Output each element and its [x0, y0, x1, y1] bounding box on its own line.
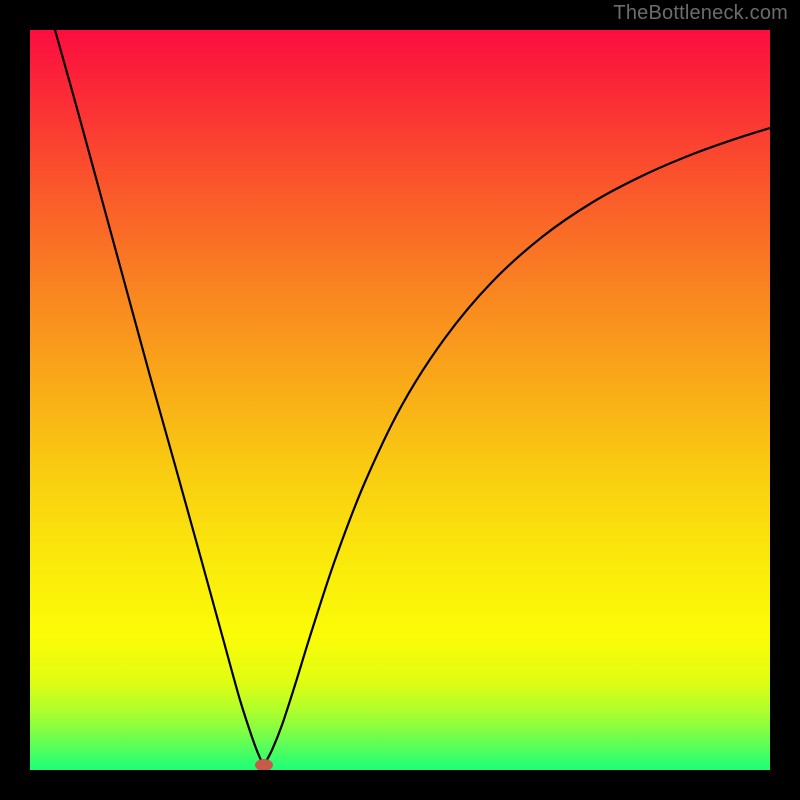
frame-right	[770, 0, 800, 800]
chart-plot-area	[30, 30, 770, 770]
watermark-text: TheBottleneck.com	[613, 2, 788, 25]
bottleneck-chart	[30, 30, 770, 770]
curve-right-branch	[264, 128, 770, 765]
frame-left	[0, 0, 30, 800]
frame-bottom	[0, 770, 800, 800]
curve-left-branch	[55, 30, 264, 765]
chart-background	[30, 30, 770, 770]
